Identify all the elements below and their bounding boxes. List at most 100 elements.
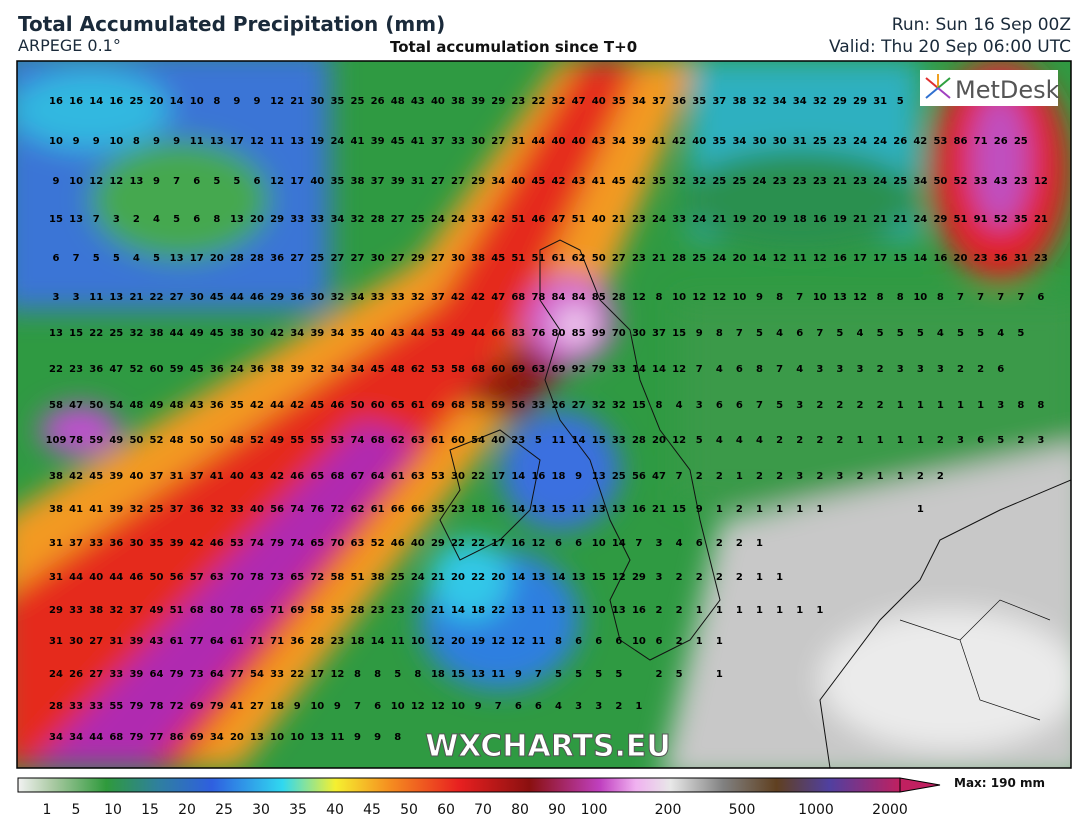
grid-value: 15: [451, 669, 465, 680]
grid-value: 22: [89, 328, 103, 339]
grid-value: 52: [150, 435, 164, 446]
grid-value: 84: [572, 292, 586, 303]
grid-value: 48: [170, 400, 184, 411]
grid-value: 25: [692, 253, 706, 264]
grid-value: 34: [773, 96, 787, 107]
grid-value: 7: [93, 214, 100, 225]
grid-value: 78: [230, 605, 244, 616]
grid-value: 40: [371, 328, 385, 339]
grid-value: 1: [897, 471, 904, 482]
grid-value: 25: [612, 471, 626, 482]
grid-value: 42: [270, 328, 284, 339]
grid-value: 33: [270, 669, 284, 680]
grid-value: 18: [431, 669, 445, 680]
grid-value: 54: [471, 435, 485, 446]
grid-value: 14: [652, 364, 666, 375]
grid-value: 43: [994, 176, 1008, 187]
grid-value: 34: [632, 96, 646, 107]
colorbar-label: 45: [363, 802, 381, 818]
grid-value: 4: [133, 253, 140, 264]
grid-value: 13: [290, 136, 304, 147]
grid-value: 14: [511, 471, 525, 482]
grid-value: 27: [431, 253, 445, 264]
grid-value: 77: [230, 669, 244, 680]
grid-value: 45: [89, 471, 103, 482]
grid-value: 20: [230, 732, 244, 743]
grid-value: 1: [877, 435, 884, 446]
grid-value: 1: [696, 636, 703, 647]
grid-value: 37: [652, 328, 666, 339]
grid-value: 16: [511, 538, 525, 549]
grid-value: 29: [49, 605, 63, 616]
grid-value: 42: [270, 471, 284, 482]
grid-value: 2: [676, 572, 683, 583]
grid-value: 52: [994, 214, 1008, 225]
grid-value: 53: [230, 538, 244, 549]
grid-value: 6: [595, 636, 602, 647]
grid-value: 10: [592, 605, 606, 616]
grid-value: 66: [391, 504, 405, 515]
grid-value: 14: [612, 538, 626, 549]
grid-value: 4: [676, 538, 683, 549]
grid-value: 7: [73, 253, 80, 264]
grid-value: 40: [692, 136, 706, 147]
grid-value: 52: [371, 538, 385, 549]
grid-value: 34: [793, 96, 807, 107]
grid-value: 26: [994, 136, 1008, 147]
grid-value: 42: [69, 471, 83, 482]
grid-value: 15: [672, 328, 686, 339]
grid-value: 20: [250, 214, 264, 225]
grid-value: 5: [93, 253, 100, 264]
grid-value: 6: [575, 636, 582, 647]
grid-value: 14: [511, 504, 525, 515]
grid-value: 34: [210, 732, 224, 743]
grid-value: 5: [997, 435, 1004, 446]
grid-value: 45: [391, 136, 405, 147]
grid-value: 54: [109, 400, 123, 411]
grid-value: 4: [716, 435, 723, 446]
grid-value: 36: [250, 364, 264, 375]
grid-value: 29: [833, 96, 847, 107]
max-label: Max: 190 mm: [954, 776, 1045, 790]
grid-value: 79: [210, 701, 224, 712]
grid-value: 4: [776, 328, 783, 339]
grid-value: 37: [129, 605, 143, 616]
grid-value: 56: [511, 400, 525, 411]
grid-value: 34: [330, 364, 344, 375]
colorbar-label: 30: [252, 802, 270, 818]
grid-value: 49: [451, 328, 465, 339]
grid-value: 9: [233, 96, 240, 107]
grid-value: 62: [572, 253, 586, 264]
grid-value: 23: [511, 96, 525, 107]
grid-value: 29: [270, 292, 284, 303]
grid-value: 22: [471, 572, 485, 583]
grid-value: 41: [592, 176, 606, 187]
grid-value: 25: [391, 572, 405, 583]
grid-value: 5: [897, 96, 904, 107]
grid-value: 39: [371, 136, 385, 147]
grid-value: 8: [716, 328, 723, 339]
grid-value: 6: [374, 701, 381, 712]
grid-value: 76: [310, 504, 324, 515]
grid-value: 11: [330, 732, 344, 743]
grid-value: 10: [592, 538, 606, 549]
grid-value: 5: [233, 176, 240, 187]
grid-value: 42: [471, 292, 485, 303]
grid-value: 18: [793, 214, 807, 225]
grid-value: 21: [1034, 214, 1048, 225]
grid-value: 15: [69, 328, 83, 339]
grid-value: 28: [351, 605, 365, 616]
grid-value: 64: [371, 471, 385, 482]
grid-value: 14: [753, 253, 767, 264]
grid-value: 1: [917, 400, 924, 411]
grid-value: 30: [129, 538, 143, 549]
grid-value: 69: [190, 732, 204, 743]
grid-value: 2: [937, 435, 944, 446]
grid-value: 1: [816, 605, 823, 616]
grid-value: 1: [917, 435, 924, 446]
grid-value: 39: [391, 176, 405, 187]
grid-value: 42: [190, 538, 204, 549]
grid-value: 1: [716, 504, 723, 515]
grid-value: 40: [511, 176, 525, 187]
grid-value: 69: [290, 605, 304, 616]
